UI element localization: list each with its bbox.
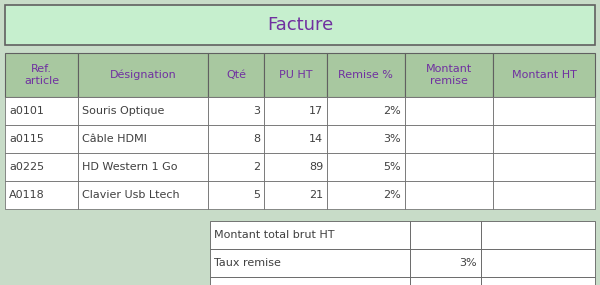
Text: 21: 21 [309,190,323,200]
Text: a0115: a0115 [9,134,44,144]
Bar [210,277,410,285]
Text: 14: 14 [309,134,323,144]
Text: 8: 8 [253,134,260,144]
Bar [327,181,405,209]
Text: a0101: a0101 [9,106,44,116]
Bar [208,97,265,125]
Bar [208,125,265,153]
Bar [5,97,79,125]
Bar [481,249,595,277]
Bar [481,221,595,249]
Bar [405,153,493,181]
Bar [5,153,79,181]
Bar [265,53,327,97]
Bar [210,221,410,249]
Text: Ref.
article: Ref. article [24,64,59,86]
Text: 5%: 5% [383,162,401,172]
Bar [410,249,481,277]
Bar [493,181,595,209]
Bar [208,153,265,181]
Bar [327,97,405,125]
Bar [79,97,208,125]
Text: Montant
remise: Montant remise [426,64,472,86]
Text: PU HT: PU HT [279,70,313,80]
Text: Souris Optique: Souris Optique [82,106,165,116]
Bar [327,153,405,181]
Text: a0225: a0225 [9,162,44,172]
Text: 5: 5 [253,190,260,200]
Text: Câble HDMI: Câble HDMI [82,134,148,144]
Text: 2%: 2% [383,190,401,200]
Bar [5,53,79,97]
Bar [208,181,265,209]
Bar [493,53,595,97]
Bar [327,125,405,153]
Bar [5,5,595,45]
Bar [481,277,595,285]
Text: 17: 17 [309,106,323,116]
Bar [405,181,493,209]
Text: HD Western 1 Go: HD Western 1 Go [82,162,178,172]
Bar [410,221,481,249]
Bar [405,97,493,125]
Text: 3%: 3% [383,134,401,144]
Bar [79,181,208,209]
Text: Taux remise: Taux remise [214,258,281,268]
Bar [79,125,208,153]
Bar [208,53,265,97]
Text: 3%: 3% [460,258,477,268]
Bar [327,53,405,97]
Text: Remise %: Remise % [338,70,394,80]
Bar [210,249,410,277]
Text: Clavier Usb Ltech: Clavier Usb Ltech [82,190,180,200]
Bar [79,153,208,181]
Bar [410,277,481,285]
Text: 2%: 2% [383,106,401,116]
Text: A0118: A0118 [9,190,45,200]
Text: 89: 89 [309,162,323,172]
Text: Montant HT: Montant HT [512,70,577,80]
Bar [5,181,79,209]
Bar [265,181,327,209]
Bar [405,125,493,153]
Bar [493,125,595,153]
Text: 3: 3 [253,106,260,116]
Bar [5,125,79,153]
Text: Montant total brut HT: Montant total brut HT [214,230,335,240]
Text: 2: 2 [253,162,260,172]
Text: Qté: Qté [226,70,246,80]
Bar [405,53,493,97]
Bar [493,153,595,181]
Bar [265,97,327,125]
Bar [493,97,595,125]
Bar [265,153,327,181]
Text: Facture: Facture [267,16,333,34]
Text: Désignation: Désignation [110,70,176,80]
Bar [265,125,327,153]
Bar [79,53,208,97]
